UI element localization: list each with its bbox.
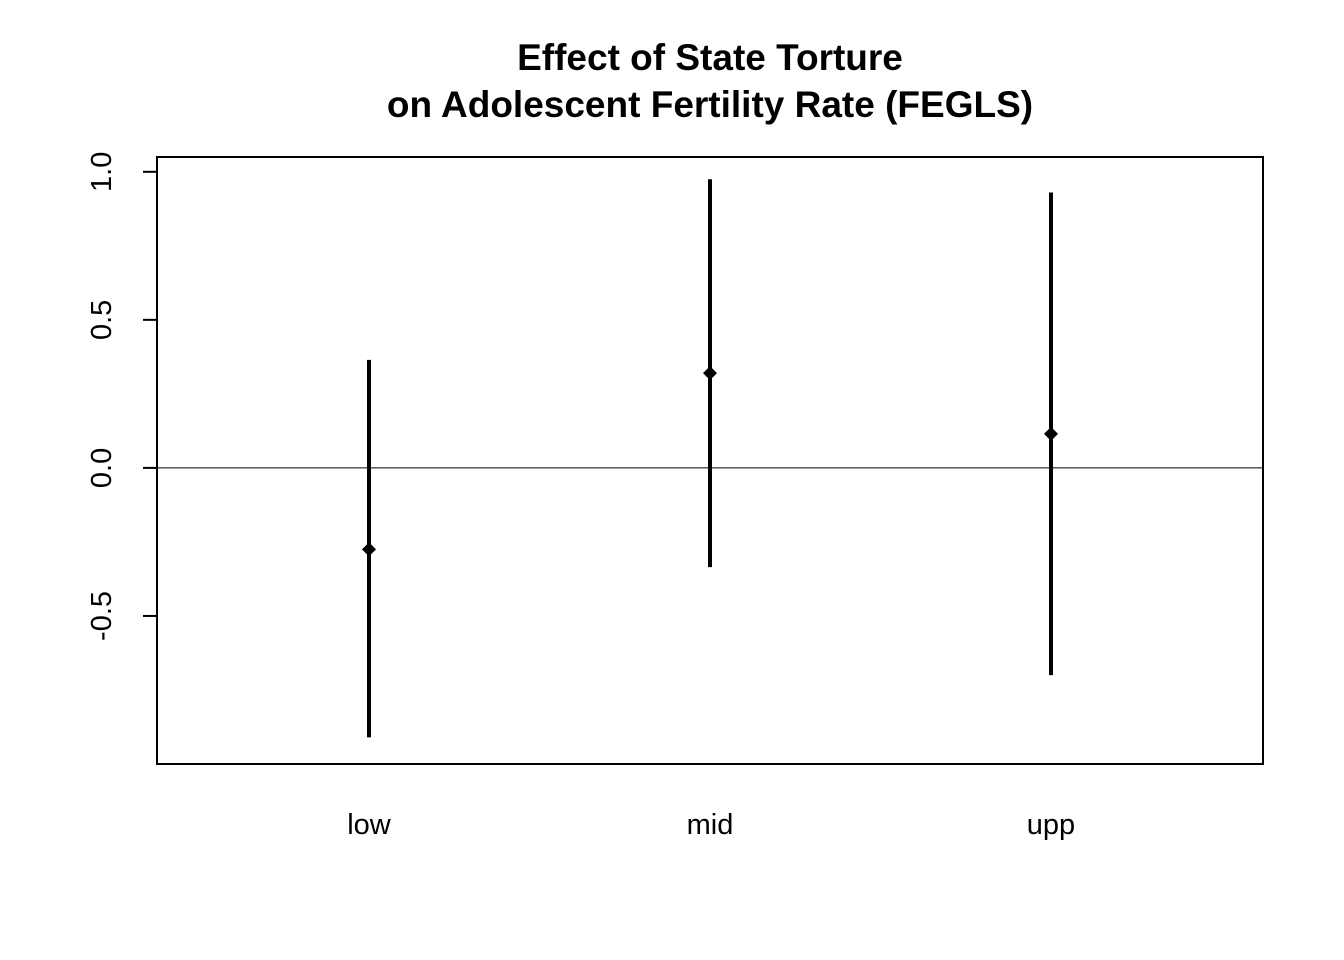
chart-title-line-2: on Adolescent Fertility Rate (FEGLS) [387,84,1033,125]
point-estimate-upp [1044,426,1058,441]
point-estimates [362,366,1058,557]
y-tick-label: 0.5 [86,300,118,340]
y-tick-label: 0.0 [86,448,118,488]
y-tick-label: -0.5 [86,591,118,641]
error-bars [367,179,1053,738]
plot-frame [156,156,1264,765]
y-tick-label: 1.0 [86,152,118,192]
x-category-label: upp [1027,809,1075,841]
x-axis-labels: low mid upp [347,809,1075,841]
point-estimate-low [362,542,376,557]
y-axis: -0.5 0.0 0.5 1.0 [86,152,157,641]
x-category-label: low [347,809,392,841]
x-category-label: mid [687,809,734,841]
point-estimate-mid [703,366,717,381]
chart-title-line-1: Effect of State Torture [517,37,903,78]
chart-title: Effect of State Torture on Adolescent Fe… [387,37,1033,125]
